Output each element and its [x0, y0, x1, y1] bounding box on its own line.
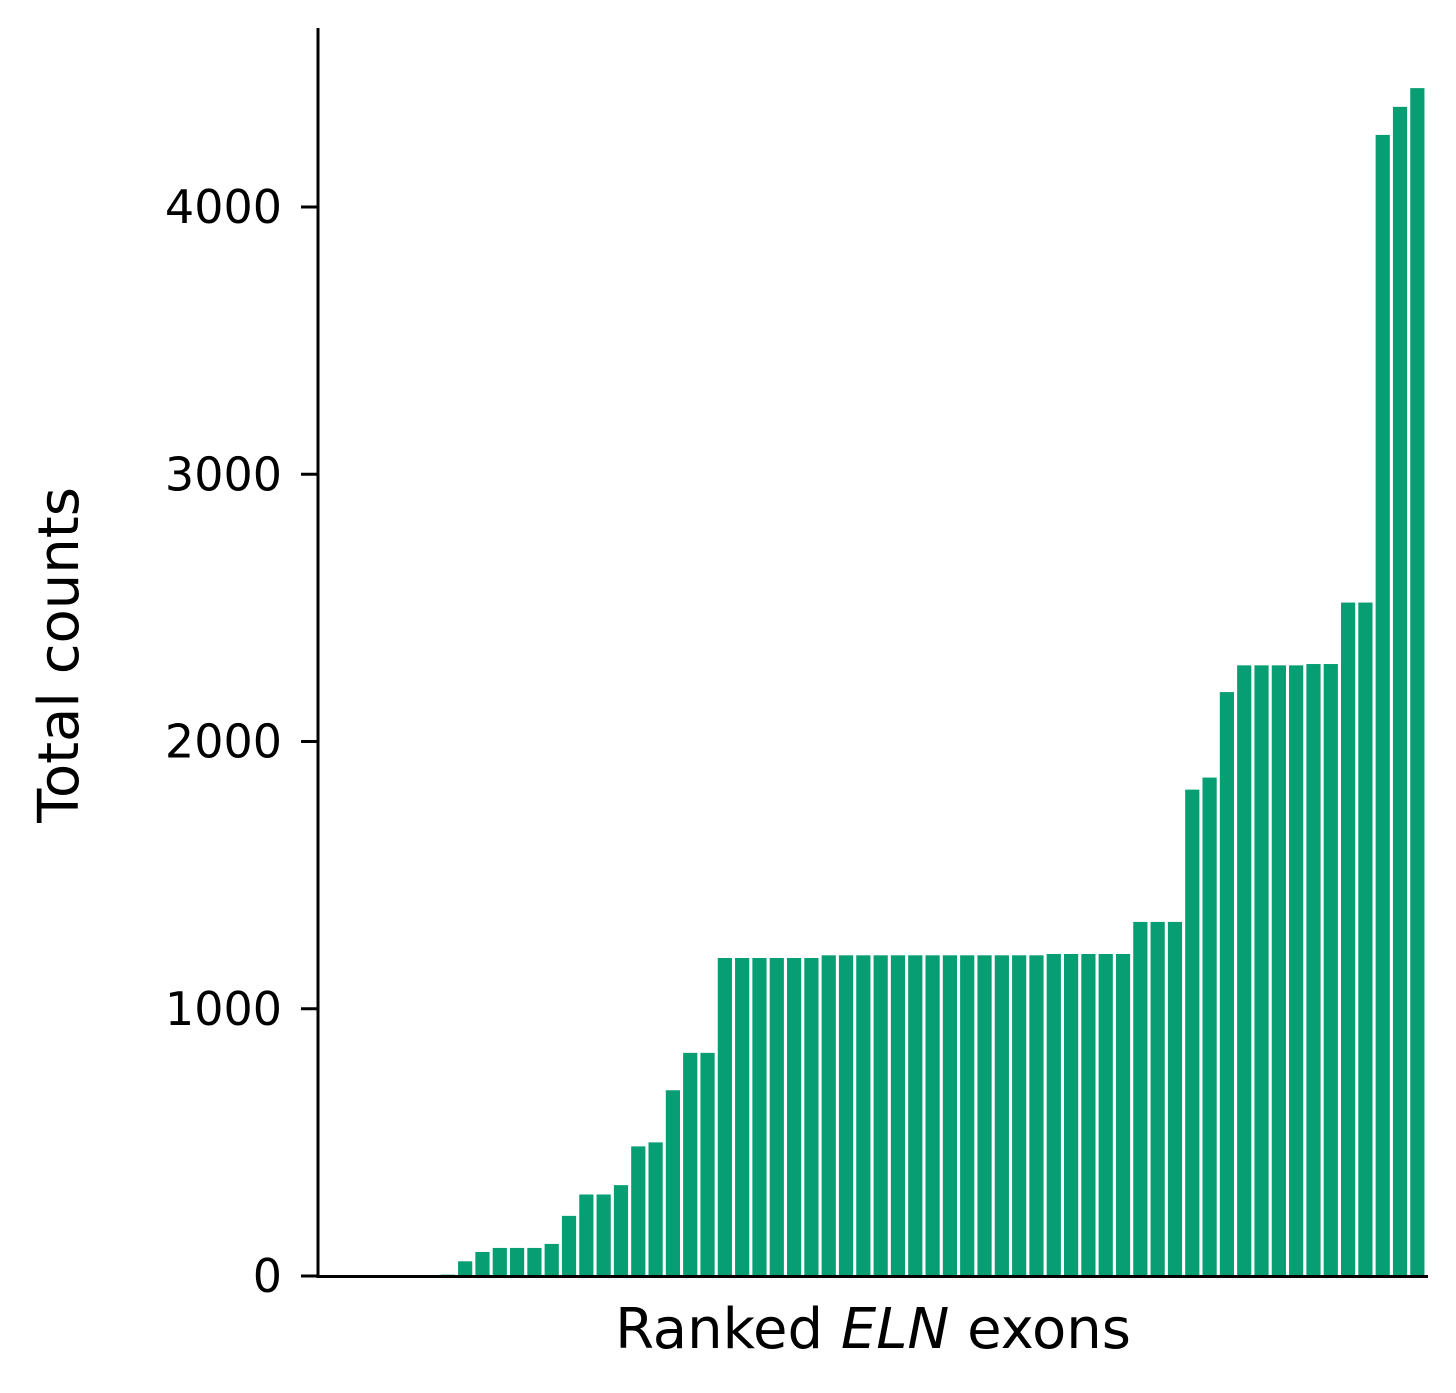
y-ticks-group: 0 1000 2000 3000 4000: [165, 180, 318, 1303]
y-tick-label: 3000: [165, 447, 282, 501]
bar-17: [596, 1194, 611, 1276]
bar-10: [475, 1251, 490, 1276]
bar-26: [752, 957, 767, 1276]
bar-61: [1358, 602, 1373, 1276]
bar-51: [1185, 789, 1200, 1276]
bar-55: [1254, 665, 1269, 1276]
bar-56: [1271, 665, 1286, 1276]
bar-23: [700, 1052, 715, 1276]
bar-35: [908, 955, 923, 1276]
bars-group: [440, 88, 1425, 1277]
bar-11: [492, 1247, 507, 1276]
bar-39: [977, 955, 992, 1276]
bar-29: [804, 957, 819, 1276]
bar-21: [665, 1090, 681, 1276]
bar-20: [648, 1142, 663, 1276]
bar-38: [960, 955, 975, 1276]
x-axis-label-part: ELN: [841, 1297, 949, 1362]
y-tick-label: 1000: [165, 982, 282, 1036]
x-axis-label-part: Ranked: [615, 1297, 841, 1362]
bar-60: [1341, 602, 1356, 1276]
bar-13: [527, 1247, 542, 1276]
bar-52: [1202, 777, 1217, 1276]
bar-46: [1098, 953, 1113, 1276]
bar-34: [890, 955, 906, 1276]
bar-41: [1012, 955, 1027, 1276]
bar-37: [942, 955, 958, 1276]
bar-30: [821, 955, 836, 1276]
bar-53: [1219, 692, 1235, 1276]
bar-50: [1167, 921, 1183, 1276]
bar-62: [1375, 134, 1390, 1276]
bar-59: [1323, 664, 1338, 1276]
bar-63: [1392, 106, 1408, 1277]
y-tick-label: 4000: [165, 180, 282, 234]
bar-43: [1046, 953, 1061, 1276]
bar-32: [856, 955, 871, 1276]
y-axis-label: Total counts: [27, 487, 92, 824]
bar-45: [1081, 953, 1096, 1276]
y-tick-label: 0: [253, 1249, 282, 1303]
bar-40: [994, 955, 1009, 1276]
bar-9: [458, 1261, 473, 1276]
bar-42: [1029, 955, 1044, 1276]
bar-14: [544, 1243, 559, 1276]
bar-27: [769, 957, 784, 1276]
bar-33: [873, 955, 888, 1276]
bar-18: [613, 1185, 629, 1276]
bar-44: [1064, 953, 1079, 1276]
bar-47: [1115, 953, 1131, 1276]
bar-58: [1306, 664, 1321, 1276]
bar-22: [683, 1052, 698, 1276]
bar-24: [717, 957, 732, 1276]
bar-15: [561, 1215, 577, 1276]
bar-49: [1150, 921, 1165, 1276]
y-tick-label: 2000: [165, 715, 282, 769]
bar-28: [787, 957, 802, 1276]
x-axis-label: Ranked ELN exons: [615, 1297, 1131, 1362]
bar-16: [579, 1194, 594, 1276]
x-axis-label-part: exons: [949, 1297, 1131, 1362]
bar-48: [1133, 921, 1148, 1276]
bar-31: [838, 955, 854, 1276]
bar-64: [1410, 88, 1425, 1276]
bar-19: [631, 1146, 646, 1276]
bar-25: [735, 957, 750, 1276]
bar-57: [1289, 665, 1304, 1276]
bar-12: [510, 1247, 525, 1276]
bar-36: [925, 955, 940, 1276]
bar-54: [1237, 665, 1252, 1276]
